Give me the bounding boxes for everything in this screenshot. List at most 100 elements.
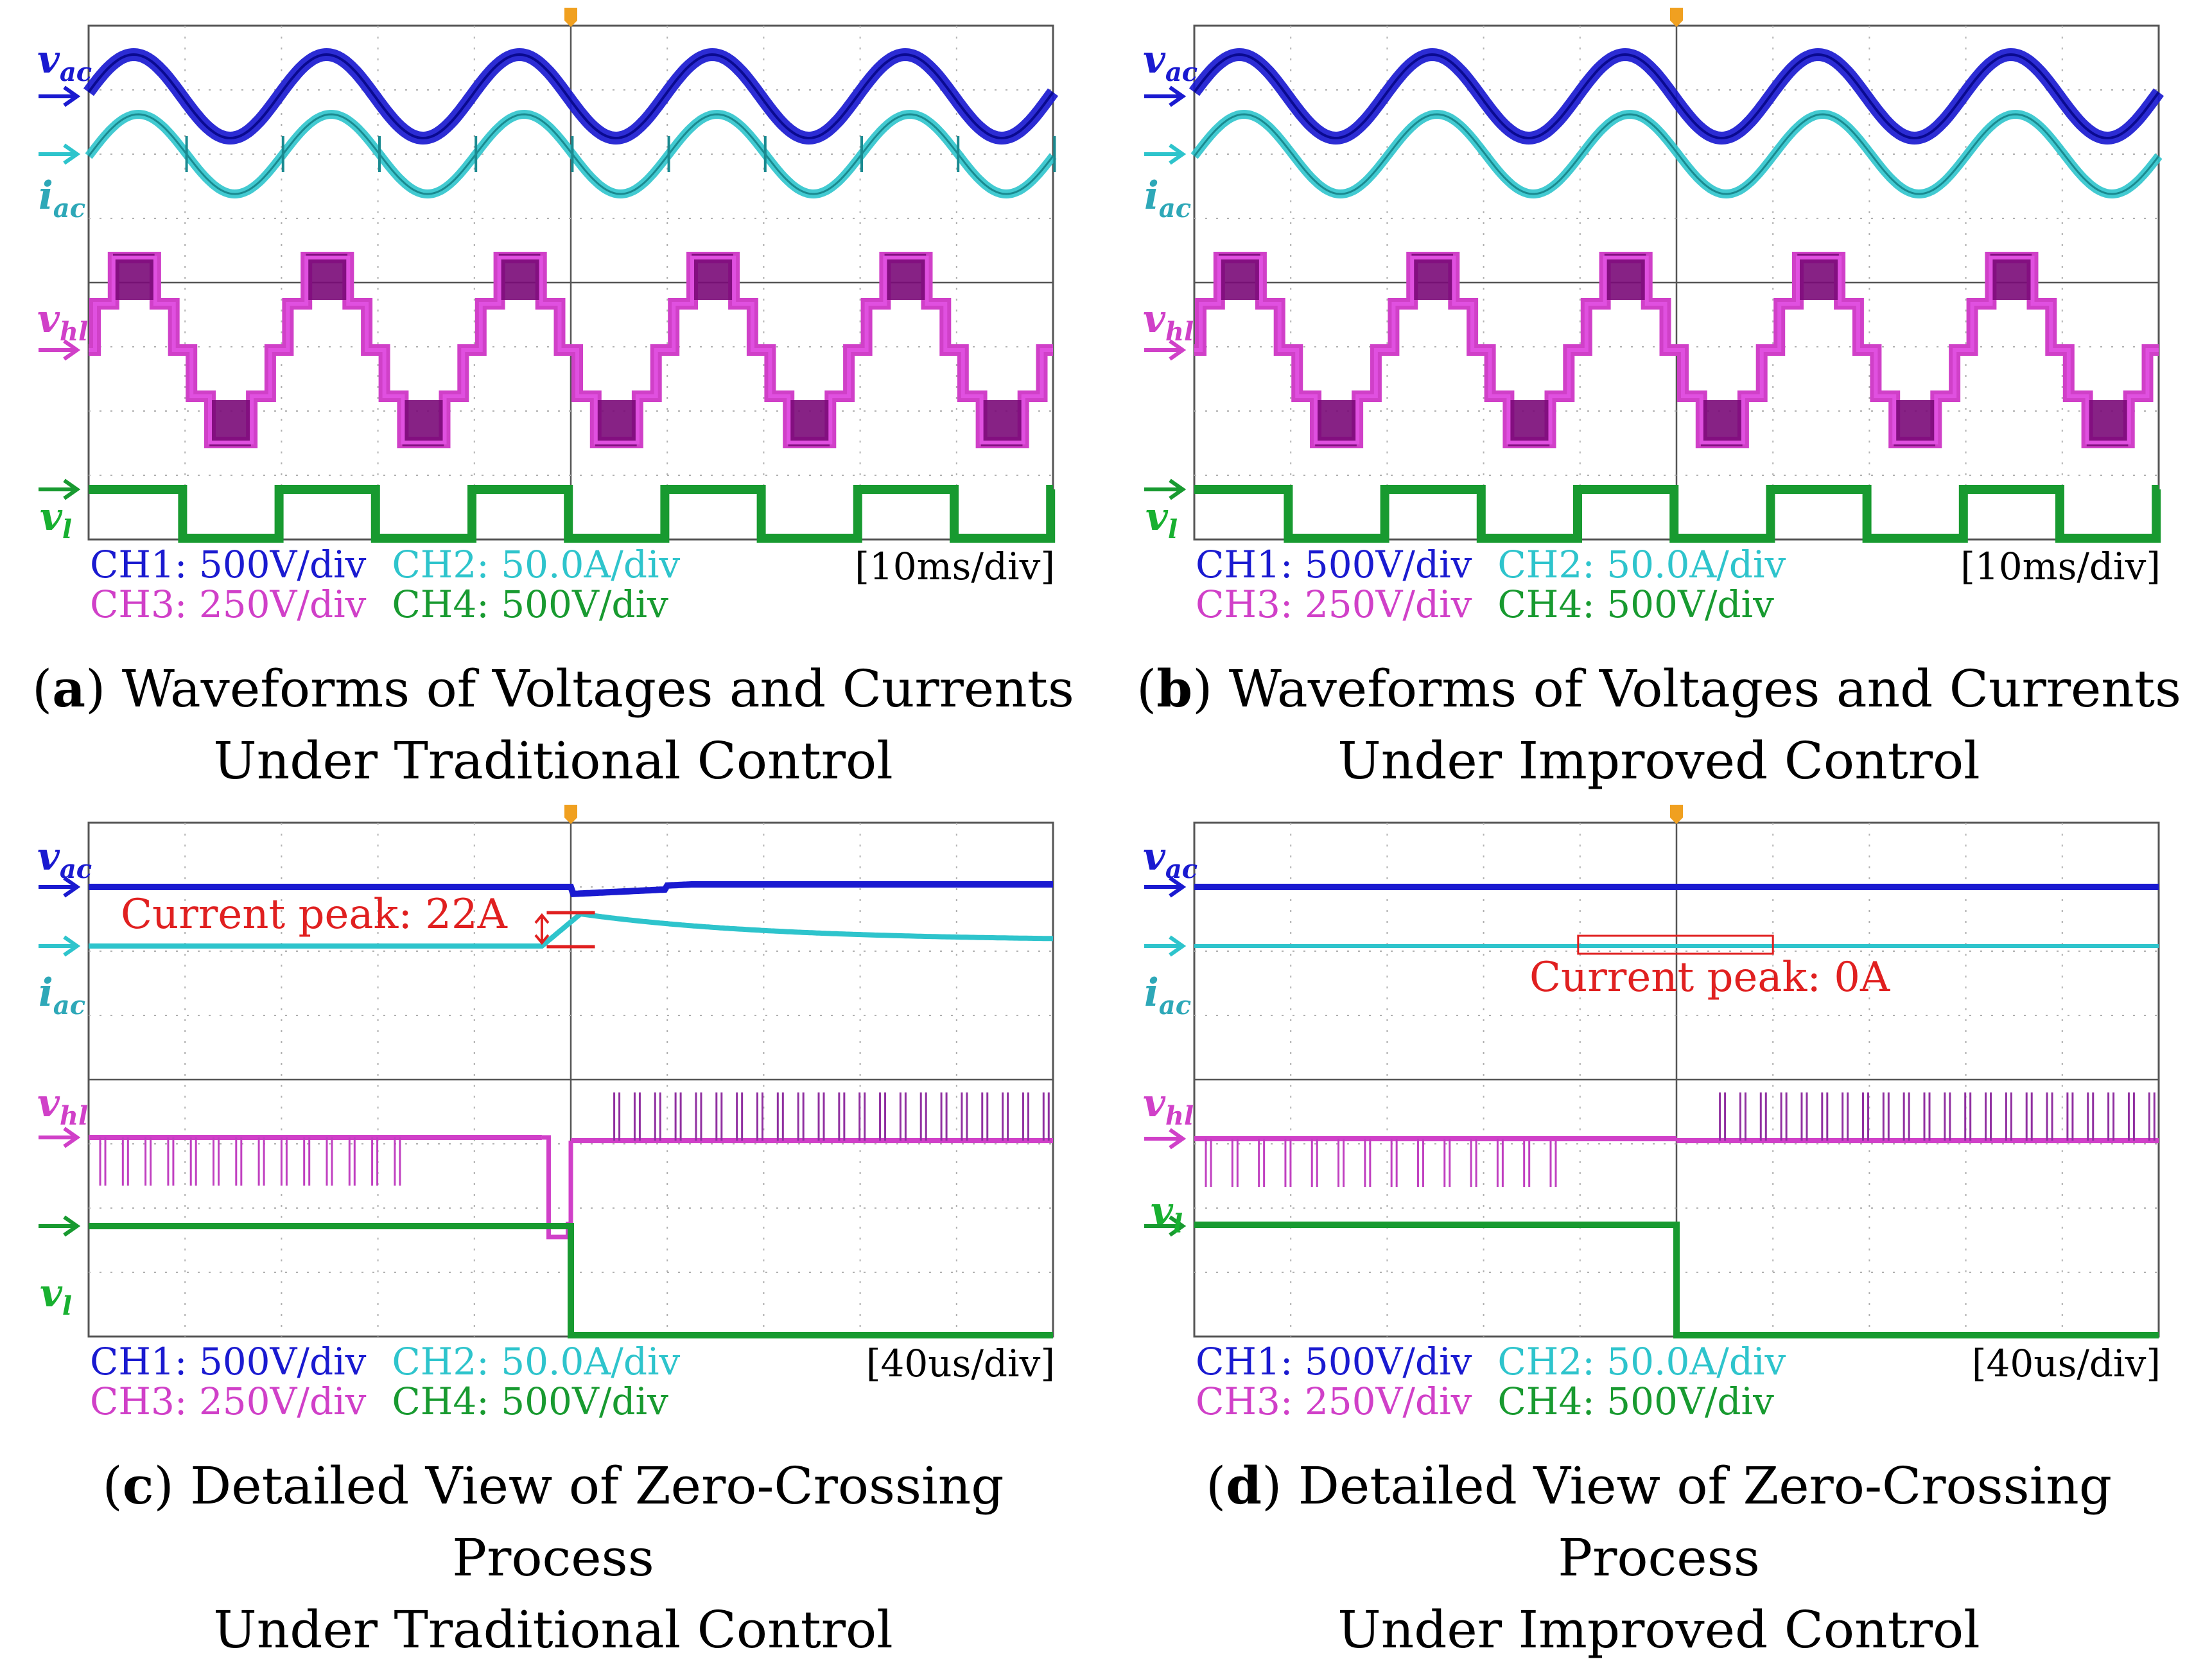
trace-iac [89, 911, 1054, 949]
legend-row: CH1: 500V/div CH2: 50.0A/div [1196, 1342, 1786, 1381]
label-vl: vl [1151, 1189, 1183, 1239]
label-vl-base: v [40, 1271, 62, 1316]
label-iac-base: i [1144, 970, 1159, 1015]
legend-ch3: CH3: 250V/div [1196, 1380, 1472, 1423]
label-vl-base: v [1151, 1189, 1173, 1234]
caption-text: ) Detailed View of Zero-Crossing Process [153, 1456, 1004, 1588]
label-iac-base: i [1144, 173, 1159, 218]
trace-iac-core [87, 113, 1054, 195]
label-iac: iac [39, 173, 85, 224]
label-vhl: vhl [1143, 297, 1194, 347]
vhl-pwm-band [1508, 400, 1550, 446]
label-vl-base: v [1145, 495, 1168, 539]
vhl-pwm-band [1700, 400, 1743, 446]
vhl-pwm-band [1894, 400, 1936, 446]
label-vhl: vhl [1143, 1081, 1194, 1131]
legend-row: CH1: 500V/div CH2: 50.0A/div [1196, 545, 1786, 584]
label-vac-sub: ac [59, 854, 92, 884]
caption-line2: Under Traditional Control [213, 731, 893, 791]
vhl-pwm-band [1218, 254, 1260, 300]
legend-ch1: CH1: 500V/div [90, 1340, 367, 1383]
legend-row: CH3: 250V/div CH4: 500V/div [1196, 1381, 1786, 1421]
legend-ch2: CH2: 50.0A/div [392, 1340, 681, 1383]
timebase-label: [40us/div] [866, 1342, 1055, 1385]
label-vhl-sub: hl [1165, 1101, 1194, 1131]
label-vac: vac [37, 37, 92, 87]
caption-letter: a [52, 658, 86, 719]
label-vl-base: v [40, 495, 62, 539]
peak-arrow-icon [534, 913, 550, 945]
caption-paren: ( [1136, 659, 1157, 719]
label-vac-base: v [1143, 37, 1165, 82]
vhl-pwm-band [1990, 254, 2032, 300]
label-iac-sub: ac [53, 193, 86, 224]
label-iac: iac [1144, 173, 1191, 224]
vhl-pwm-band [209, 400, 251, 446]
label-vl: vl [40, 1271, 72, 1321]
caption-text: ) Detailed View of Zero-Crossing Process [1262, 1456, 2112, 1588]
trace-vhl [1194, 1092, 2159, 1187]
scope-screen [39, 805, 1054, 1338]
caption-letter: d [1226, 1455, 1262, 1516]
label-vac-base: v [37, 834, 60, 879]
label-vhl: vhl [37, 1081, 88, 1131]
label-iac: iac [1144, 970, 1191, 1021]
timebase-label: [10ms/div] [855, 545, 1055, 588]
arrow-iac-icon [39, 143, 81, 165]
label-iac-sub: ac [53, 990, 86, 1021]
vhl-pwm-band [1604, 254, 1646, 300]
legend-ch4: CH4: 500V/div [1497, 1380, 1774, 1423]
caption-line1: (a) Waveforms of Voltages and Currents [0, 653, 1106, 725]
arrow-vac-icon [1144, 876, 1187, 898]
scope-screen [1144, 805, 2160, 1338]
arrow-vac-icon [39, 85, 81, 107]
vhl-pwm-band [788, 400, 830, 446]
legend-ch1: CH1: 500V/div [1196, 543, 1472, 586]
arrow-iac-icon [1144, 143, 1187, 165]
legend-ch1: CH1: 500V/div [90, 543, 367, 586]
channel-legend: CH1: 500V/div CH2: 50.0A/div CH3: 250V/div… [1196, 545, 1786, 624]
panel-caption: (c) Detailed View of Zero-Crossing Proce… [0, 1450, 1106, 1666]
vhl-pwm-band [1411, 254, 1454, 300]
arrow-iac-icon [1144, 935, 1187, 957]
trace-vl [1194, 1222, 2159, 1338]
trace-vl [89, 485, 1056, 543]
arrow-iac-icon [39, 935, 81, 957]
scope-screen [1144, 8, 2164, 543]
legend-row: CH3: 250V/div CH4: 500V/div [90, 1381, 680, 1421]
legend-ch3: CH3: 250V/div [1196, 583, 1472, 626]
caption-letter: b [1156, 658, 1193, 719]
legend-ch2: CH2: 50.0A/div [1497, 1340, 1786, 1383]
arrow-vl-icon [1144, 478, 1187, 500]
arrow-vhl-icon [1144, 1128, 1187, 1150]
legend-row: CH3: 250V/div CH4: 500V/div [90, 584, 680, 624]
label-vhl: vhl [37, 297, 88, 347]
caption-text: ) Waveforms of Voltages and Currents [85, 659, 1074, 719]
caption-line2: Under Improved Control [1337, 1600, 1980, 1660]
label-vac-sub: ac [59, 57, 92, 87]
caption-line1: (b) Waveforms of Voltages and Currents [1106, 653, 2212, 725]
label-vhl-base: v [1143, 297, 1165, 342]
label-vl-sub: l [62, 1291, 73, 1321]
caption-line1: (d) Detailed View of Zero-Crossing Proce… [1106, 1450, 2212, 1594]
label-vac-base: v [1143, 834, 1165, 879]
panel-a: vac iac vhl vl CH1: 500V/div CH2: 50.0A/div CH… [0, 0, 1106, 796]
label-vac-base: v [37, 37, 60, 82]
label-vac: vac [37, 834, 92, 884]
trigger-marker-icon [564, 8, 577, 27]
trace-vl [1194, 485, 2161, 543]
trigger-marker-icon [1670, 805, 1683, 824]
scope-screen [39, 8, 1059, 543]
legend-ch4: CH4: 500V/div [392, 583, 668, 626]
caption-line1: (c) Detailed View of Zero-Crossing Proce… [0, 1450, 1106, 1594]
trace-vhl-core [1194, 256, 2159, 444]
arrow-vl-icon [39, 478, 81, 500]
caption-text: ) Waveforms of Voltages and Currents [1192, 659, 2182, 719]
vhl-pwm-band [692, 254, 733, 300]
trace-iac-core [1193, 113, 2160, 195]
legend-ch3: CH3: 250V/div [90, 1380, 367, 1423]
trace-vhl [89, 1092, 1053, 1240]
label-vl-sub: l [1172, 1209, 1183, 1239]
vhl-pwm-band [884, 254, 927, 300]
arrow-vhl-icon [39, 1127, 81, 1148]
